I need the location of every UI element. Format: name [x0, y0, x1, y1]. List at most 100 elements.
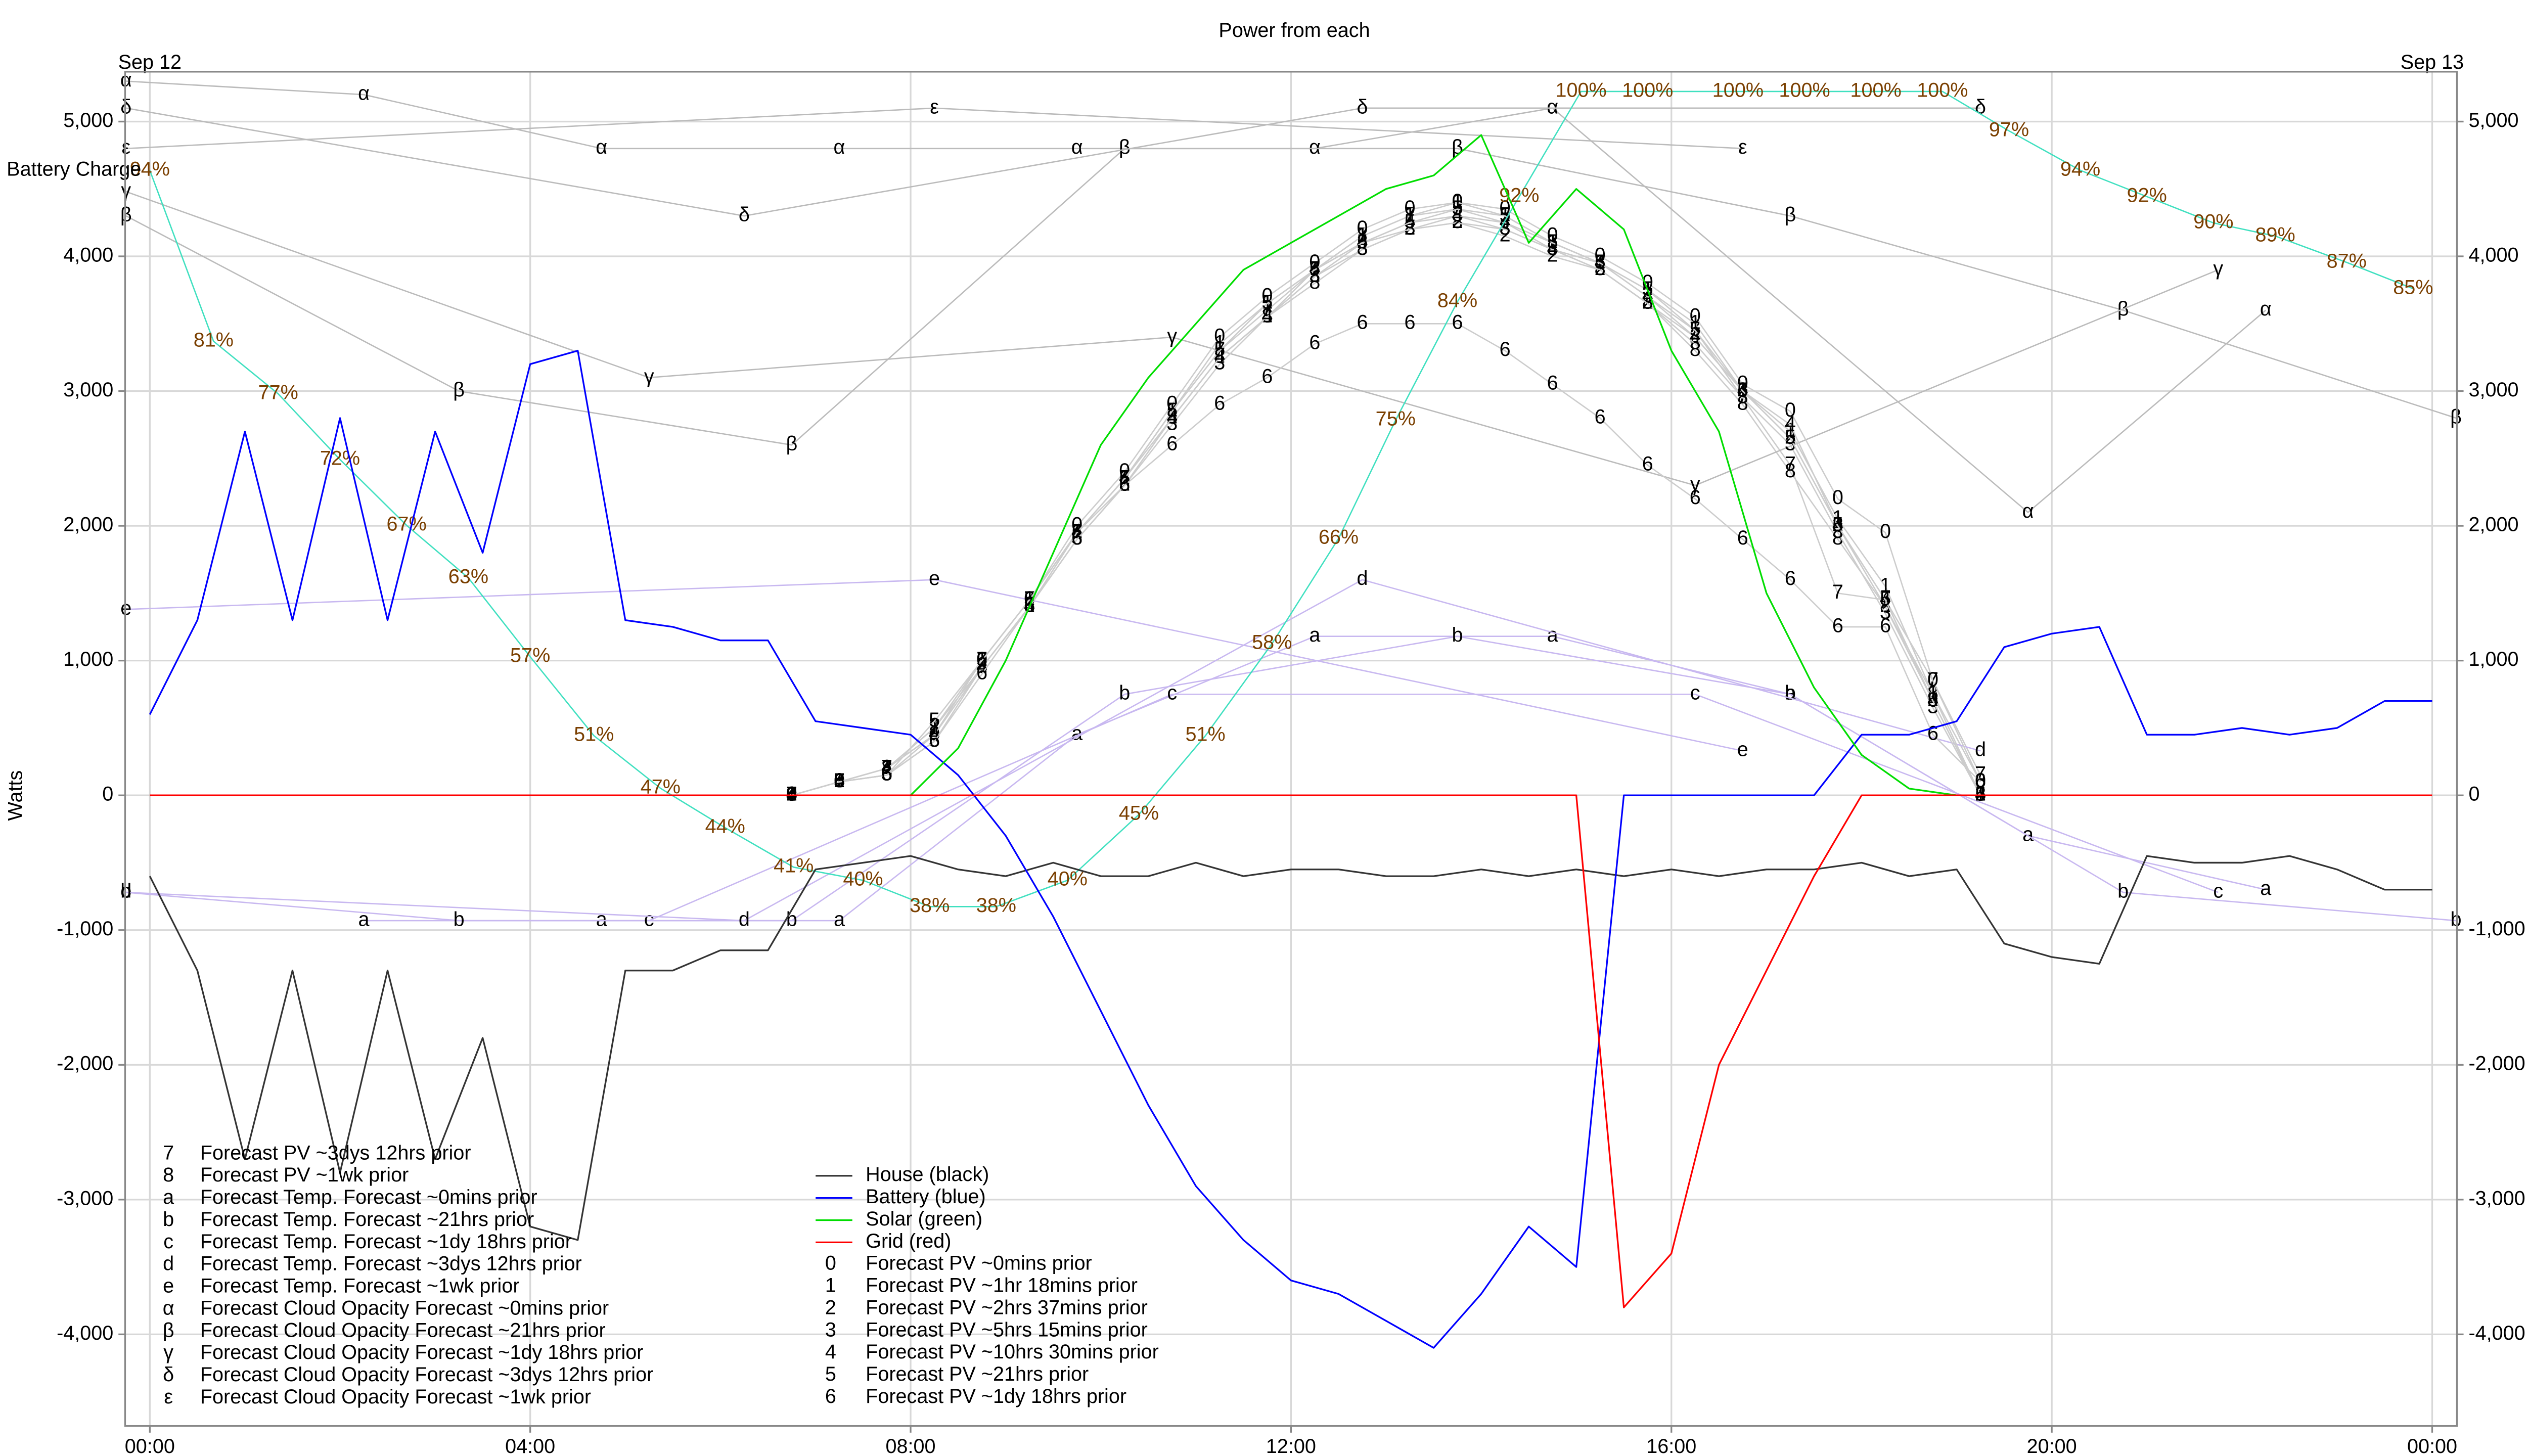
forecast-marker: a	[1309, 624, 1321, 646]
legend-marker: ε	[164, 1386, 173, 1408]
legend-label: Forecast Cloud Opacity Forecast ~21hrs p…	[200, 1319, 606, 1341]
forecast-marker: 2	[1261, 304, 1273, 327]
forecast-marker: 0	[1975, 769, 1986, 792]
battery-charge-label: 38%	[910, 894, 950, 917]
forecast-marker: β	[1119, 136, 1131, 158]
y-tick-label: 1,000	[63, 648, 113, 670]
forecast-marker: 3	[1166, 413, 1178, 435]
forecast-marker: 4	[1880, 587, 1891, 610]
y-axis-label: Watts	[4, 770, 26, 821]
battery-charge-label: 100%	[1555, 79, 1606, 101]
y2-tick-label: 0	[2468, 783, 2479, 805]
forecast-marker: 4	[1642, 284, 1653, 306]
forecast-marker: 4	[834, 769, 845, 792]
forecast-marker: 1	[1595, 251, 1606, 273]
y2-tick-label: -1,000	[2468, 918, 2525, 940]
legend-label: Forecast Temp. Forecast ~3dys 12hrs prio…	[200, 1253, 582, 1275]
legend-label: Forecast Cloud Opacity Forecast ~0mins p…	[200, 1297, 609, 1319]
y-tick-label: -4,000	[57, 1322, 113, 1344]
legend-marker: c	[163, 1231, 173, 1253]
forecast-marker: 5	[1452, 197, 1463, 219]
forecast-marker: 0	[1452, 190, 1463, 212]
forecast-marker: γ	[2213, 257, 2223, 280]
forecast-marker: 1	[1927, 682, 1938, 704]
legend-marker: 1	[825, 1275, 836, 1297]
forecast-marker: 6	[1071, 527, 1082, 549]
forecast-marker: δ	[1357, 96, 1368, 118]
forecast-marker: 3	[1357, 237, 1368, 259]
legend-label: Solar (green)	[866, 1208, 982, 1230]
forecast-marker: 8	[1309, 271, 1320, 293]
forecast-marker: d	[1357, 567, 1368, 589]
forecast-marker: 3	[1832, 520, 1843, 542]
forecast-marker: β	[1784, 204, 1796, 226]
forecast-marker: 6	[1500, 338, 1511, 360]
forecast-marker: α	[2260, 298, 2272, 320]
forecast-marker: 8	[1690, 338, 1701, 360]
forecast-marker: δ	[120, 96, 131, 118]
forecast-marker: 0	[1927, 668, 1938, 691]
battery-charge-label: 75%	[1376, 408, 1416, 430]
forecast-marker: 1	[1261, 291, 1273, 313]
forecast-marker: 6	[786, 783, 797, 805]
forecast-marker: a	[2260, 877, 2272, 899]
chart-title: Power from each	[1218, 19, 1370, 41]
forecast-marker: 8	[1737, 392, 1748, 415]
forecast-marker: 0	[1405, 197, 1416, 219]
battery-charge-label: 38%	[976, 894, 1016, 917]
forecast-marker: 3	[881, 763, 892, 785]
y-tick-label: -1,000	[57, 918, 113, 940]
forecast-marker: 6	[1975, 769, 1986, 792]
forecast-marker: 6	[1880, 614, 1891, 636]
forecast-marker: 6	[1642, 453, 1653, 475]
forecast-marker: c	[1167, 682, 1177, 704]
forecast-marker: 6	[881, 763, 892, 785]
battery-charge-label: 84%	[1437, 289, 1477, 311]
battery-charge-name: Battery Charge	[7, 158, 141, 180]
forecast-marker: 7	[1547, 231, 1558, 253]
forecast-marker: ε	[930, 96, 939, 118]
forecast-marker: 4	[1261, 304, 1273, 327]
battery-charge-label: 57%	[510, 645, 550, 667]
forecast-marker: 1	[929, 715, 940, 738]
forecast-marker: 5	[1880, 587, 1891, 610]
forecast-marker: 0	[1595, 244, 1606, 266]
forecast-line	[126, 579, 1743, 752]
forecast-marker: b	[1452, 624, 1463, 646]
forecast-marker: c	[2213, 880, 2223, 902]
forecast-marker: 3	[834, 769, 845, 792]
forecast-marker: 4	[1214, 345, 1225, 367]
legend-marker: 8	[163, 1164, 174, 1186]
forecast-marker: 5	[1547, 231, 1558, 253]
y2-tick-label: -3,000	[2468, 1187, 2525, 1209]
battery-charge-label: 94%	[2060, 158, 2100, 180]
legend-label: Forecast PV ~2hrs 37mins prior	[866, 1296, 1148, 1318]
plot-frame	[124, 71, 2458, 1427]
forecast-marker: 5	[881, 763, 892, 785]
forecast-marker: b	[2117, 880, 2129, 902]
forecast-marker: 2	[1547, 244, 1558, 266]
forecast-marker: 6	[1832, 614, 1843, 636]
forecast-marker: a	[1547, 624, 1559, 646]
forecast-marker: 6	[1690, 486, 1701, 509]
forecast-marker: 6	[1261, 365, 1273, 387]
forecast-marker: 3	[1547, 237, 1558, 259]
battery-charge-label: 81%	[194, 329, 234, 351]
forecast-marker: 5	[1785, 426, 1796, 448]
x-tick-label: 00:00	[125, 1435, 175, 1456]
legend-label: Forecast PV ~0mins prior	[866, 1252, 1092, 1275]
forecast-marker: 8	[786, 783, 797, 805]
forecast-marker: 3	[1737, 385, 1748, 407]
forecast-marker: 4	[1595, 251, 1606, 273]
series-line	[149, 855, 2432, 1241]
forecast-marker: α	[1309, 136, 1321, 158]
legend-label: Forecast PV ~1dy 18hrs prior	[866, 1385, 1126, 1407]
forecast-marker: 7	[1785, 453, 1796, 475]
legend-marker: 0	[825, 1252, 836, 1275]
date-label: Sep 12	[118, 51, 182, 73]
forecast-marker: 4	[1785, 413, 1796, 435]
forecast-marker: 6	[1357, 311, 1368, 334]
y2-tick-label: 4,000	[2468, 244, 2518, 266]
legend-marker: 5	[825, 1363, 836, 1385]
forecast-marker: 5	[1500, 204, 1511, 226]
